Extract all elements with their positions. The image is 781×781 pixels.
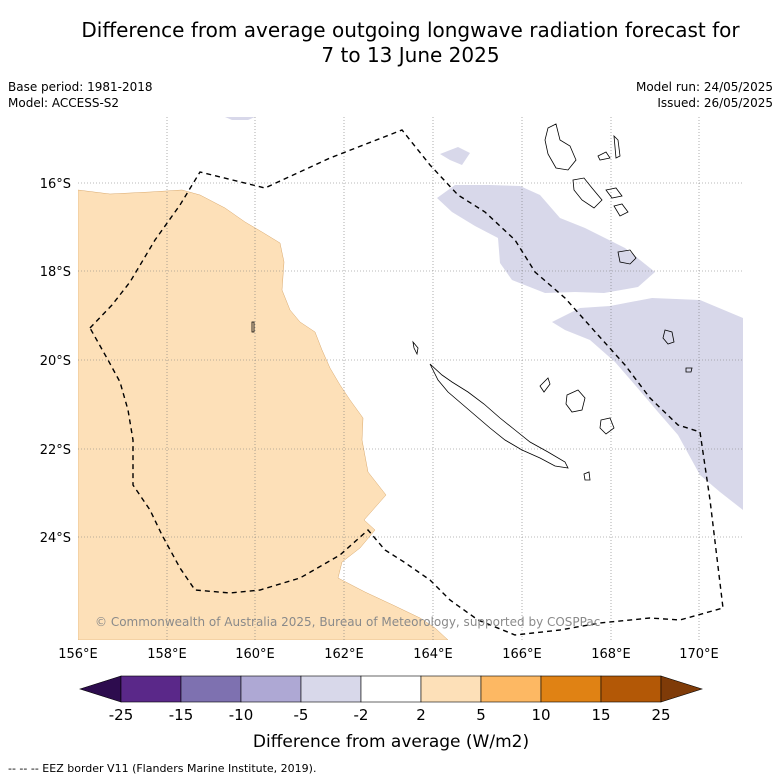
lon-label-170: 170°E: [679, 647, 719, 662]
colorbar: -25 -15 -10 -5 -2 2 5 10 15 25 Differenc…: [79, 675, 703, 752]
map-panel: © Commonwealth of Australia 2025, Bureau…: [78, 117, 743, 640]
lifou-coast: [565, 389, 586, 413]
lon-label-156: 156°E: [58, 647, 98, 662]
negative-anomaly-patch-top: [225, 117, 255, 120]
title-line-2: 7 to 13 June 2025: [321, 43, 500, 67]
coastlines: [251, 123, 693, 481]
colorbar-tick: 10: [531, 706, 550, 724]
positive-anomaly-region: [78, 189, 449, 640]
colorbar-bin: [120, 675, 182, 703]
lat-label-16s: 16°S: [40, 177, 71, 192]
colorbar-tick: -15: [169, 706, 194, 724]
map-gridlines: [78, 117, 743, 640]
maré-minor-island: [662, 329, 675, 345]
model-run-text: Model run: 24/05/2025: [635, 80, 773, 94]
title-line-1: Difference from average outgoing longwav…: [81, 18, 740, 42]
lon-label-168: 168°E: [591, 647, 631, 662]
belep-islands-coast: [412, 340, 419, 356]
colorbar-bin: [540, 675, 602, 703]
colorbar-tick: -25: [109, 706, 134, 724]
chesterfield-islet: [251, 321, 255, 333]
colorbar-bin: [300, 675, 362, 703]
lat-label-20s: 20°S: [40, 354, 71, 369]
lon-label-166: 166°E: [502, 647, 542, 662]
efate-coast: [613, 203, 629, 217]
meta-right: Model run: 24/05/2025 Issued: 26/05/2025: [636, 79, 773, 111]
ambae-coast: [597, 151, 611, 161]
ouvea-coast: [539, 377, 551, 393]
malekula-coast: [572, 177, 603, 209]
colorbar-tick: -5: [294, 706, 309, 724]
meta-left: Base period: 1981-2018 Model: ACCESS-S2: [8, 79, 153, 111]
colorbar-tick: 2: [416, 706, 426, 724]
new-caledonia-coast: [429, 363, 569, 469]
colorbar-extend-low: [79, 675, 122, 703]
maewo-coast: [613, 134, 621, 159]
colorbar-bin: [180, 675, 242, 703]
lat-label-22s: 22°S: [40, 443, 71, 458]
colorbar-bin: [420, 675, 482, 703]
eez-border: [89, 129, 724, 636]
colorbar-bin: [240, 675, 302, 703]
epi-coast: [605, 187, 623, 199]
colorbar-tick: -10: [229, 706, 254, 724]
model-text: Model: ACCESS-S2: [8, 96, 120, 110]
longitude-axis: 156°E 158°E 160°E 162°E 164°E 166°E 168°…: [58, 647, 719, 662]
chart-title: Difference from average outgoing longwav…: [0, 18, 781, 68]
lat-label-18s: 18°S: [40, 265, 71, 280]
colorbar-extend-high: [660, 675, 703, 703]
colorbar-tick: -2: [354, 706, 369, 724]
isle-of-pines-coast: [583, 471, 591, 481]
colorbar-bin: [480, 675, 542, 703]
negative-anomaly-region-east: [437, 185, 655, 293]
colorbar-tick: 5: [476, 706, 486, 724]
issued-text: Issued: 26/05/2025: [657, 96, 773, 110]
copyright-text: © Commonwealth of Australia 2025, Bureau…: [95, 615, 600, 629]
lon-label-162: 162°E: [324, 647, 364, 662]
erromango-coast: [617, 249, 637, 265]
mare-coast: [599, 417, 615, 435]
colorbar-label: Difference from average (W/m2): [253, 732, 529, 752]
negative-anomaly-patch-small: [440, 147, 470, 165]
colorbar-bin: [360, 675, 422, 703]
colorbar-tick: 25: [651, 706, 670, 724]
walpole-island: [685, 367, 693, 373]
colorbar-tick: 15: [591, 706, 610, 724]
eez-legend-note: -- -- -- EEZ border V11 (Flanders Marine…: [8, 762, 317, 775]
base-period-text: Base period: 1981-2018: [8, 80, 153, 94]
negative-anomaly-region-southeast: [552, 298, 743, 510]
lon-label-164: 164°E: [413, 647, 453, 662]
lat-label-24s: 24°S: [40, 531, 71, 546]
colorbar-bin: [600, 675, 662, 703]
espiritu-santo-coast: [544, 123, 577, 171]
latitude-axis: 16°S 18°S 20°S 22°S 24°S: [40, 177, 71, 546]
lon-label-158: 158°E: [147, 647, 187, 662]
lon-label-160: 160°E: [235, 647, 275, 662]
